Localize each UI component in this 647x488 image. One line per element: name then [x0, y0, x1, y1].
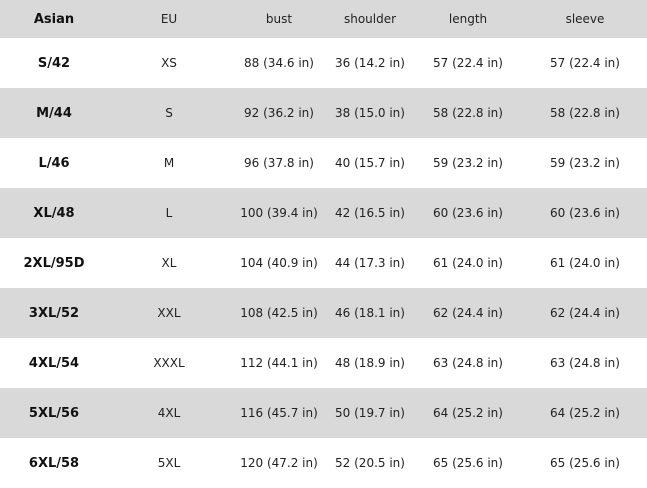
- table-cell: 62 (24.4 in): [433, 306, 503, 320]
- table-cell: 4XL: [157, 406, 181, 420]
- table-cell: 64 (25.2 in): [433, 406, 503, 420]
- table-cell: 4XL/54: [28, 355, 80, 371]
- table-cell: 57 (22.4 in): [550, 56, 620, 70]
- table-row: 6XL/58 5XL 120 (47.2 in) 52 (20.5 in) 65 (25…: [0, 438, 647, 488]
- table-cell: S/42: [37, 55, 71, 71]
- table-row: XL/48 L 100 (39.4 in) 42 (16.5 in) 60 (23.6 …: [0, 188, 647, 238]
- header-cell: Asian: [33, 11, 75, 27]
- table-cell: XS: [161, 56, 177, 70]
- table-cell: 64 (25.2 in): [550, 406, 620, 420]
- table-cell: 112 (44.1 in): [240, 356, 318, 370]
- table-cell: L: [165, 206, 173, 220]
- table-cell: 65 (25.6 in): [550, 456, 620, 470]
- table-cell: 96 (37.8 in): [244, 156, 314, 170]
- table-cell: 61 (24.0 in): [550, 256, 620, 270]
- table-cell: 120 (47.2 in): [240, 456, 318, 470]
- table-cell: 63 (24.8 in): [433, 356, 503, 370]
- table-cell: 50 (19.7 in): [335, 406, 405, 420]
- table-cell: 5XL/56: [28, 405, 80, 421]
- table-cell: 60 (23.6 in): [550, 206, 620, 220]
- table-row: 5XL/56 4XL 116 (45.7 in) 50 (19.7 in) 64 (25…: [0, 388, 647, 438]
- table-cell: XXXL: [153, 356, 185, 370]
- header-cell: length: [448, 12, 488, 26]
- table-cell: S: [165, 106, 173, 120]
- table-cell: 6XL/58: [28, 455, 80, 471]
- table-cell: 58 (22.8 in): [433, 106, 503, 120]
- table-row: 3XL/52 XXL 108 (42.5 in) 46 (18.1 in) 62 (24…: [0, 288, 647, 338]
- header-cell: shoulder: [343, 12, 397, 26]
- table-cell: 2XL/95D: [23, 255, 85, 271]
- table-cell: 104 (40.9 in): [240, 256, 318, 270]
- header-cell: sleeve: [565, 12, 605, 26]
- table-cell: 42 (16.5 in): [335, 206, 405, 220]
- table-cell: 108 (42.5 in): [240, 306, 318, 320]
- table-cell: XL: [161, 256, 177, 270]
- table-cell: 62 (24.4 in): [550, 306, 620, 320]
- table-cell: 57 (22.4 in): [433, 56, 503, 70]
- table-cell: 38 (15.0 in): [335, 106, 405, 120]
- table-cell: 40 (15.7 in): [335, 156, 405, 170]
- header-row: Asian EU bust shoulder length sleeve: [0, 0, 647, 38]
- table-row: 2XL/95D XL 104 (40.9 in) 44 (17.3 in) 61 (24…: [0, 238, 647, 288]
- table-cell: 59 (23.2 in): [433, 156, 503, 170]
- table-cell: 58 (22.8 in): [550, 106, 620, 120]
- table-cell: 60 (23.6 in): [433, 206, 503, 220]
- table-cell: XL/48: [33, 205, 75, 221]
- table-row: L/46 M 96 (37.8 in) 40 (15.7 in) 59 (23.2 in…: [0, 138, 647, 188]
- table-cell: 88 (34.6 in): [244, 56, 314, 70]
- header-cell: EU: [160, 12, 178, 26]
- table-cell: 46 (18.1 in): [335, 306, 405, 320]
- table-cell: 36 (14.2 in): [335, 56, 405, 70]
- table-cell: 44 (17.3 in): [335, 256, 405, 270]
- table-cell: XXL: [157, 306, 181, 320]
- table-cell: 116 (45.7 in): [240, 406, 318, 420]
- table-cell: M: [163, 156, 175, 170]
- table-cell: 52 (20.5 in): [335, 456, 405, 470]
- table-cell: 3XL/52: [28, 305, 80, 321]
- table-row: M/44 S 92 (36.2 in) 38 (15.0 in) 58 (22.8 in…: [0, 88, 647, 138]
- table-cell: 61 (24.0 in): [433, 256, 503, 270]
- table-cell: 59 (23.2 in): [550, 156, 620, 170]
- table-cell: 5XL: [157, 456, 181, 470]
- table-cell: 92 (36.2 in): [244, 106, 314, 120]
- table-cell: L/46: [38, 155, 70, 171]
- table-cell: 100 (39.4 in): [240, 206, 318, 220]
- header-cell: bust: [265, 12, 293, 26]
- table-cell: 48 (18.9 in): [335, 356, 405, 370]
- table-row: 4XL/54 XXXL 112 (44.1 in) 48 (18.9 in) 63 (2…: [0, 338, 647, 388]
- table-cell: M/44: [36, 105, 72, 121]
- table-cell: 65 (25.6 in): [433, 456, 503, 470]
- table-row: S/42 XS 88 (34.6 in) 36 (14.2 in) 57 (22.4 i…: [0, 38, 647, 88]
- table-cell: 63 (24.8 in): [550, 356, 620, 370]
